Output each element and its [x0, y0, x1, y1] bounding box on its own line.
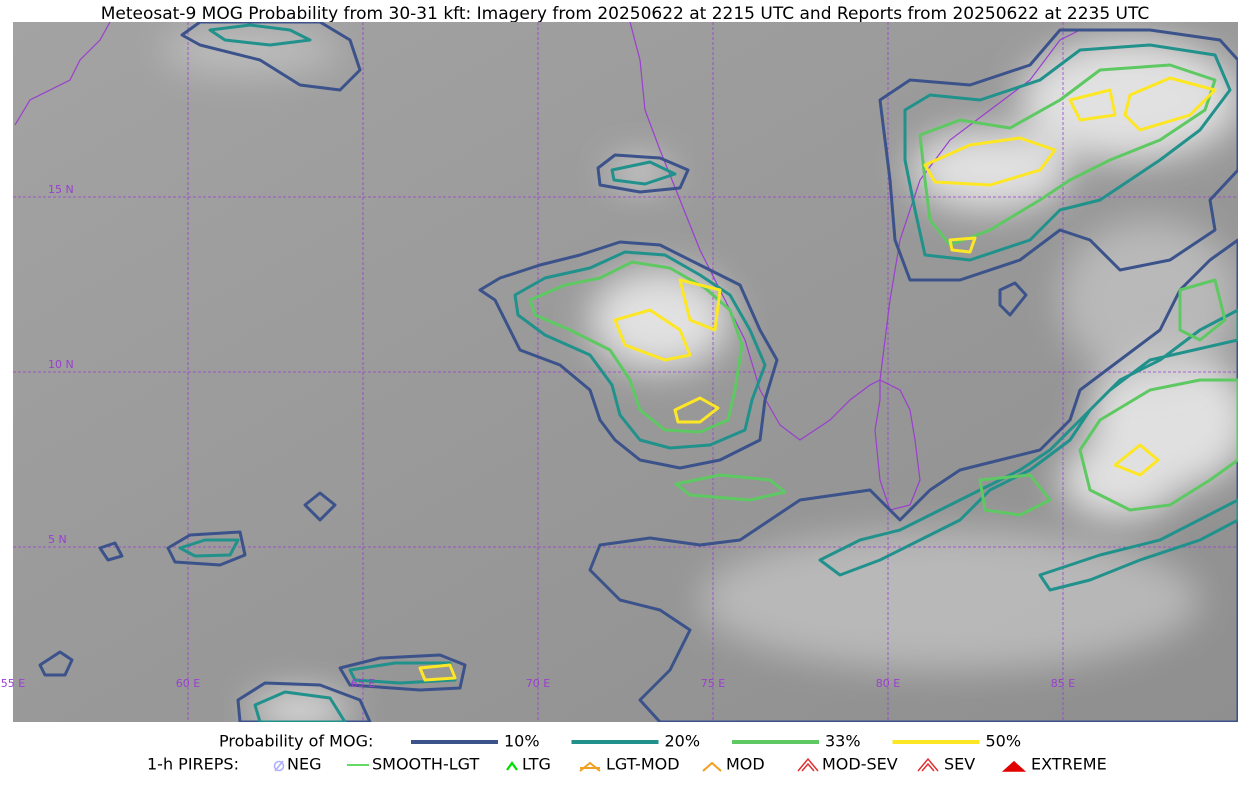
pireps-title: 1-h PIREPS:: [147, 755, 239, 774]
lon-label: 85 E: [1051, 677, 1075, 690]
legend-title: Probability of MOG:: [219, 732, 373, 751]
pirep-label: NEG: [287, 755, 321, 774]
lon-label: 65 E: [351, 677, 375, 690]
lon-label: 75 E: [701, 677, 725, 690]
legend: Probability of MOG: 1-h PIREPS: 10% 20% 33…: [147, 732, 1107, 774]
pirep-label: MOD-SEV: [822, 755, 898, 774]
legend-label: 20%: [665, 732, 701, 751]
map: [13, 22, 1238, 722]
lon-label: 60 E: [176, 677, 200, 690]
pirep-label: SEV: [944, 755, 975, 774]
legend-label: 33%: [825, 732, 861, 751]
pirep-label: LTG: [522, 755, 551, 774]
pirep-label: MOD: [726, 755, 765, 774]
lat-label: 10 N: [48, 358, 74, 371]
lon-label: 80 E: [876, 677, 900, 690]
pirep-icons: [273, 757, 1027, 772]
lon-label: 70 E: [526, 677, 550, 690]
legend-label: 10%: [504, 732, 540, 751]
pirep-label: EXTREME: [1031, 755, 1107, 774]
pirep-label: LGT-MOD: [606, 755, 680, 774]
legend-label: 50%: [986, 732, 1022, 751]
lat-label: 15 N: [48, 183, 74, 196]
lon-label: 55 E: [1, 677, 25, 690]
title: Meteosat-9 MOG Probability from 30-31 kf…: [101, 4, 1150, 24]
pirep-label: SMOOTH-LGT: [372, 755, 479, 774]
lat-label: 5 N: [48, 533, 67, 546]
